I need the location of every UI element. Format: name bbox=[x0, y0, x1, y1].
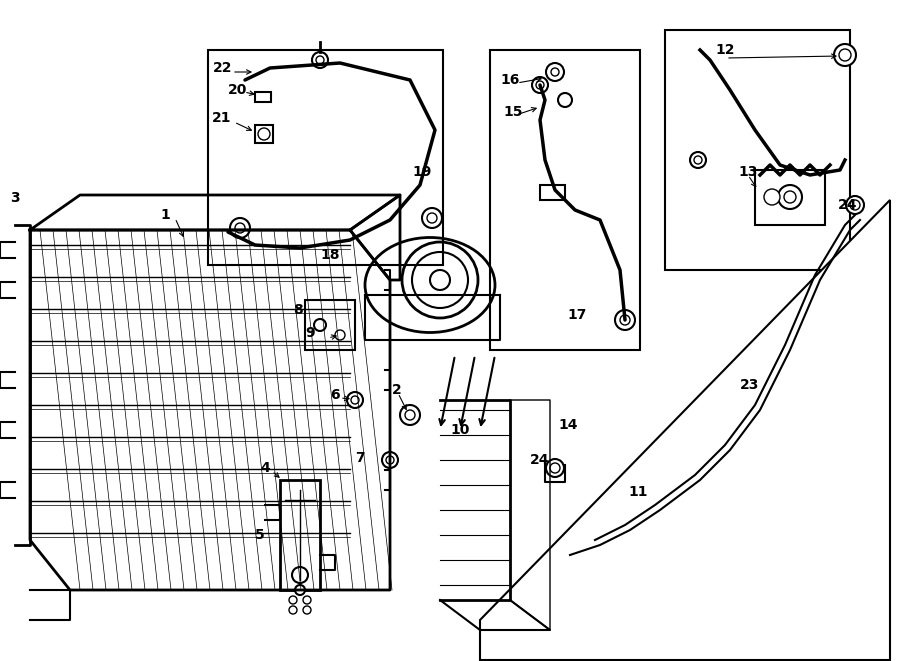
Bar bbox=[208, 50, 443, 265]
Circle shape bbox=[405, 410, 415, 420]
Text: 8: 8 bbox=[293, 303, 302, 317]
Circle shape bbox=[536, 81, 544, 89]
Text: 19: 19 bbox=[412, 165, 431, 179]
Text: 10: 10 bbox=[450, 423, 470, 437]
Text: 11: 11 bbox=[628, 485, 647, 499]
Circle shape bbox=[402, 242, 478, 318]
Text: 21: 21 bbox=[212, 111, 231, 125]
Circle shape bbox=[347, 392, 363, 408]
Text: 9: 9 bbox=[305, 326, 315, 340]
Circle shape bbox=[316, 56, 324, 64]
Text: 1: 1 bbox=[160, 208, 170, 222]
Text: 23: 23 bbox=[740, 378, 760, 392]
Circle shape bbox=[620, 315, 630, 325]
Text: 17: 17 bbox=[567, 308, 587, 322]
Circle shape bbox=[551, 68, 559, 76]
Bar bbox=[280, 480, 320, 590]
Text: 5: 5 bbox=[255, 528, 265, 542]
Circle shape bbox=[690, 152, 706, 168]
Circle shape bbox=[427, 213, 437, 223]
Circle shape bbox=[312, 52, 328, 68]
Text: 6: 6 bbox=[330, 388, 339, 402]
Circle shape bbox=[694, 156, 702, 164]
Text: 15: 15 bbox=[503, 105, 523, 119]
Circle shape bbox=[532, 77, 548, 93]
Circle shape bbox=[615, 310, 635, 330]
Text: 14: 14 bbox=[558, 418, 578, 432]
Text: 12: 12 bbox=[715, 43, 734, 57]
Circle shape bbox=[412, 252, 468, 308]
Circle shape bbox=[235, 223, 245, 233]
Text: 18: 18 bbox=[320, 248, 339, 262]
Text: 7: 7 bbox=[355, 451, 365, 465]
Circle shape bbox=[784, 191, 796, 203]
Circle shape bbox=[314, 319, 326, 331]
Bar bbox=[490, 50, 640, 350]
Bar bbox=[255, 92, 271, 102]
Text: 20: 20 bbox=[228, 83, 248, 97]
Circle shape bbox=[351, 396, 359, 404]
Circle shape bbox=[289, 596, 297, 604]
Text: 24: 24 bbox=[838, 198, 858, 212]
Bar bbox=[255, 125, 273, 143]
Bar bbox=[665, 30, 850, 270]
Circle shape bbox=[303, 596, 311, 604]
Circle shape bbox=[846, 196, 864, 214]
Circle shape bbox=[764, 189, 780, 205]
Circle shape bbox=[382, 452, 398, 468]
Circle shape bbox=[295, 585, 305, 595]
Circle shape bbox=[422, 208, 442, 228]
Circle shape bbox=[839, 49, 851, 61]
Text: 3: 3 bbox=[10, 191, 20, 205]
Text: 13: 13 bbox=[738, 165, 758, 179]
Circle shape bbox=[850, 200, 860, 210]
Circle shape bbox=[546, 459, 564, 477]
Bar bbox=[540, 185, 565, 200]
Ellipse shape bbox=[365, 237, 495, 332]
Circle shape bbox=[430, 270, 450, 290]
Bar bbox=[755, 170, 825, 225]
Circle shape bbox=[335, 330, 345, 340]
Circle shape bbox=[386, 456, 394, 464]
Circle shape bbox=[258, 128, 270, 140]
Bar bbox=[305, 300, 355, 350]
Circle shape bbox=[303, 606, 311, 614]
Circle shape bbox=[558, 93, 572, 107]
Circle shape bbox=[550, 463, 560, 473]
Text: 22: 22 bbox=[213, 61, 232, 75]
Circle shape bbox=[834, 44, 856, 66]
Text: 24: 24 bbox=[530, 453, 550, 467]
Circle shape bbox=[778, 185, 802, 209]
Circle shape bbox=[400, 405, 420, 425]
Circle shape bbox=[292, 567, 308, 583]
Circle shape bbox=[546, 63, 564, 81]
Text: 2: 2 bbox=[392, 383, 401, 397]
Circle shape bbox=[230, 218, 250, 238]
Text: 4: 4 bbox=[260, 461, 270, 475]
Text: 16: 16 bbox=[500, 73, 519, 87]
Circle shape bbox=[289, 606, 297, 614]
Polygon shape bbox=[480, 200, 890, 660]
